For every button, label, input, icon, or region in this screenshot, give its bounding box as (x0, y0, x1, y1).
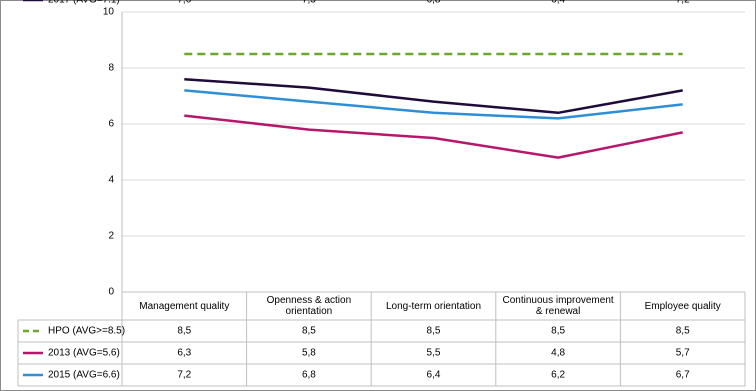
y-tick-label: 0 (108, 287, 114, 298)
table-value: 4,8 (551, 348, 565, 359)
y-tick-label: 8 (108, 63, 114, 74)
x-tick-label: Management quality (139, 300, 230, 312)
legend-label: 2015 (AVG=6.6) (48, 370, 120, 381)
table-value: 6,8 (302, 370, 316, 381)
table-value: 7,6 (177, 0, 191, 6)
table-value: 8,5 (177, 326, 191, 337)
x-tick-label: Continuous improvement & renewal (502, 295, 614, 317)
x-tick-label: Openness & action orientation (266, 295, 352, 317)
series-line (184, 89, 683, 120)
table-value: 5,5 (427, 348, 441, 359)
x-tick-label: Long-term orientation (385, 300, 482, 312)
category-cell: Long-term orientation (385, 300, 482, 312)
table-value: 5,8 (302, 348, 316, 359)
table-value: 6,2 (551, 370, 565, 381)
table-value: 8,5 (676, 326, 690, 337)
table-value: 7,2 (676, 0, 690, 6)
category-cell: Management quality (139, 300, 230, 312)
table-value: 7,3 (302, 0, 316, 6)
series-line (184, 77, 683, 115)
legend-label: 2017 (AVG=7.1) (48, 0, 120, 6)
table-value: 8,5 (551, 326, 565, 337)
table-value: 6,4 (427, 370, 441, 381)
category-cell: Openness & action orientation (266, 295, 352, 317)
y-tick-label: 10 (103, 7, 115, 18)
table-value: 6,4 (551, 0, 565, 6)
series-line (184, 114, 683, 159)
y-tick-label: 6 (108, 119, 114, 130)
table-value: 8,5 (427, 326, 441, 337)
category-cell: Continuous improvement & renewal (502, 295, 614, 317)
table-value: 8,5 (302, 326, 316, 337)
legend-label: 2013 (AVG=5.6) (48, 348, 120, 359)
y-tick-label: 4 (108, 175, 114, 186)
table-value: 6,7 (676, 370, 690, 381)
legend-label: HPO (AVG>=8.5) (48, 326, 125, 337)
category-cell: Employee quality (644, 300, 721, 312)
table-value: 7,2 (177, 370, 191, 381)
table-value: 6,3 (177, 348, 191, 359)
table-value: 6,8 (427, 0, 441, 6)
table-value: 5,7 (676, 348, 690, 359)
x-tick-label: Employee quality (644, 300, 721, 312)
y-tick-label: 2 (108, 231, 114, 242)
